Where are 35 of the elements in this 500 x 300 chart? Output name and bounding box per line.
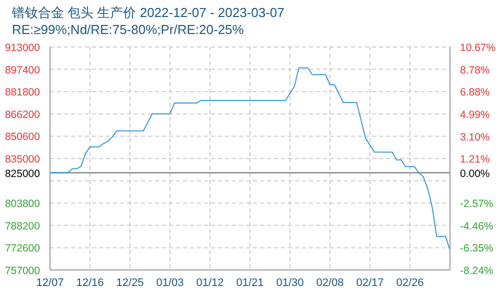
y2-tick-label: 8.78% bbox=[460, 64, 490, 76]
y-tick-label: 825000 bbox=[4, 168, 40, 180]
x-tick-label: 02/08 bbox=[316, 276, 344, 289]
y-tick-label: 913000 bbox=[4, 42, 40, 54]
x-tick-label: 12/25 bbox=[116, 276, 144, 289]
x-tick-label: 01/03 bbox=[156, 276, 184, 289]
y2-tick-label: -6.35% bbox=[460, 242, 494, 255]
x-tick-label: 01/21 bbox=[236, 276, 264, 289]
y2-tick-label: -2.57% bbox=[460, 198, 494, 210]
x-tick-label: 12/16 bbox=[76, 276, 104, 289]
x-tick-label: 12/07 bbox=[36, 276, 64, 289]
y-tick-label: 757000 bbox=[4, 265, 40, 277]
y-tick-label: 881800 bbox=[4, 86, 40, 99]
y-tick-label: 866200 bbox=[4, 108, 40, 121]
y2-tick-label: 0.00% bbox=[460, 168, 490, 180]
line-series bbox=[50, 67, 450, 251]
x-tick-label: 02/26 bbox=[396, 276, 424, 289]
x-tick-label: 01/12 bbox=[196, 276, 224, 289]
y-tick-label: 803800 bbox=[4, 198, 40, 210]
y2-tick-label: 3.10% bbox=[460, 131, 490, 144]
y-tick-label: 897400 bbox=[4, 64, 40, 76]
y-tick-label: 788200 bbox=[4, 220, 40, 232]
chart-title: 镨钕合金 包头 生产价 2022-12-07 - 2023-03-07 bbox=[12, 4, 284, 22]
y2-tick-label: -4.46% bbox=[460, 220, 494, 232]
y-tick-label: 772600 bbox=[4, 242, 40, 255]
y2-tick-label: -8.24% bbox=[460, 265, 494, 277]
y2-tick-label: 6.88% bbox=[460, 86, 490, 99]
x-tick-label: 02/17 bbox=[356, 276, 384, 289]
y2-tick-label: 1.21% bbox=[460, 154, 490, 166]
y2-tick-label: 10.67% bbox=[460, 42, 496, 54]
y-tick-label: 835000 bbox=[4, 154, 40, 166]
x-tick-label: 01/30 bbox=[276, 276, 304, 289]
chart-subtitle: RE:≥99%;Nd/RE:75-80%;Pr/RE:20-25% bbox=[12, 22, 244, 37]
y-tick-label: 850600 bbox=[4, 131, 40, 144]
y2-tick-label: 4.99% bbox=[460, 108, 490, 121]
